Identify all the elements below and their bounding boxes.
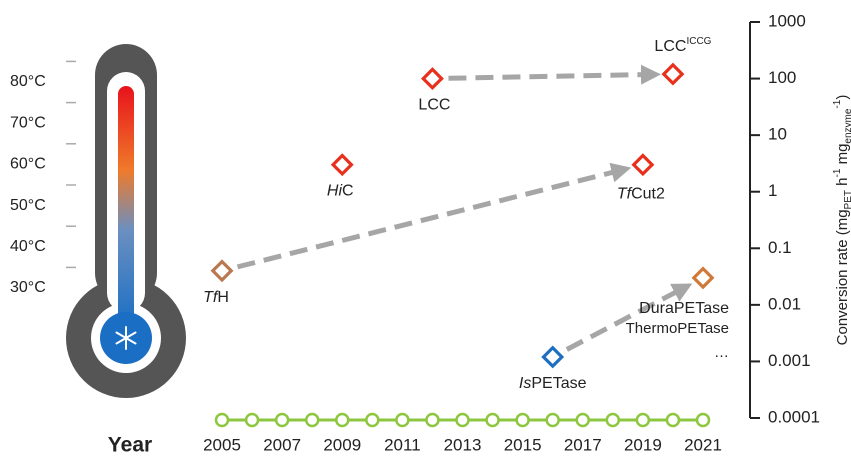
y-tick-label: 0.1 (768, 238, 792, 257)
timeline-node (396, 414, 408, 426)
timeline-node (607, 414, 619, 426)
label-part: ) (834, 95, 851, 100)
x-tick-label: 2019 (624, 435, 662, 454)
chart: Year Conversion rate (mgPET h-1 mgenzyme… (0, 0, 851, 457)
y-tick-label: 0.0001 (768, 407, 820, 426)
label-part: mg (834, 144, 851, 169)
label-part: DuraPETase (639, 300, 729, 317)
x-tick-label: 2013 (444, 435, 482, 454)
timeline-node (547, 414, 559, 426)
temperature-label: 70°C (10, 114, 46, 131)
timeline-node (306, 414, 318, 426)
timeline-node (366, 414, 378, 426)
temperature-label: 40°C (10, 238, 46, 255)
timeline-node (426, 414, 438, 426)
temperature-label: 60°C (10, 156, 46, 173)
x-tick-label: 2011 (384, 435, 421, 454)
y-axis-label: Conversion rate (mgPET h-1 mgenzyme-1) (832, 95, 851, 346)
x-tick-label: 2005 (203, 435, 241, 454)
label-part: C (342, 183, 354, 200)
point-label: DuraPETase (639, 300, 729, 317)
x-axis-label: Year (108, 434, 152, 457)
arrow (238, 170, 622, 267)
y-tick-label: 10 (768, 125, 787, 144)
timeline-node (697, 414, 709, 426)
x-tick-label: 2021 (684, 435, 722, 454)
y-tick-label: 100 (768, 68, 796, 87)
timeline-node (667, 414, 679, 426)
label-part: Hi (327, 183, 343, 200)
label-part: ICCG (686, 36, 711, 47)
label-part: LCC (418, 97, 450, 114)
label-part: h (834, 177, 851, 190)
x-tick-label: 2015 (504, 435, 542, 454)
data-point (333, 156, 351, 174)
point-label: LCC (418, 97, 450, 114)
point-label: HiC (327, 183, 354, 200)
label-part: LCC (654, 38, 686, 55)
arrow (567, 288, 684, 349)
temperature-label: 50°C (10, 197, 46, 214)
timeline-node (517, 414, 529, 426)
label-part: H (217, 289, 229, 306)
point-label: ThermoPETase (626, 320, 729, 337)
y-tick-label: 0.001 (768, 351, 811, 370)
x-tick-label: 2017 (564, 435, 602, 454)
point-label: TfH (203, 289, 229, 306)
data-point (634, 156, 652, 174)
temperature-label: 30°C (10, 279, 46, 296)
data-point (543, 348, 561, 366)
y-tick-label: 1000 (768, 11, 806, 30)
data-point (664, 65, 682, 83)
label-part: Is (519, 375, 531, 392)
label-part: Conversion rate (mg (834, 209, 851, 345)
x-tick-label: 2009 (323, 435, 361, 454)
point-label: TfCut2 (617, 186, 665, 203)
data-point (213, 262, 231, 280)
thermometer (66, 44, 186, 398)
y-tick-label: 1 (768, 181, 777, 200)
y-tick-label: 0.01 (768, 294, 801, 313)
x-tick-label: 2007 (263, 435, 301, 454)
timeline-node (487, 414, 499, 426)
timeline-node (637, 414, 649, 426)
label-part: PETase (531, 375, 586, 392)
point-label: … (714, 344, 729, 361)
point-label: LCCICCG (654, 36, 711, 55)
timeline-node (336, 414, 348, 426)
timeline-node (216, 414, 228, 426)
temperature-label: 80°C (10, 73, 46, 90)
label-part: Cut2 (631, 186, 665, 203)
data-point (694, 269, 712, 287)
arrow (448, 75, 651, 79)
label-part: enzyme (843, 108, 851, 143)
timeline-node (276, 414, 288, 426)
timeline-node (577, 414, 589, 426)
timeline-node (457, 414, 469, 426)
data-point (423, 69, 441, 87)
label-part: PET (843, 190, 851, 209)
timeline-node (246, 414, 258, 426)
point-label: IsPETase (519, 375, 587, 392)
